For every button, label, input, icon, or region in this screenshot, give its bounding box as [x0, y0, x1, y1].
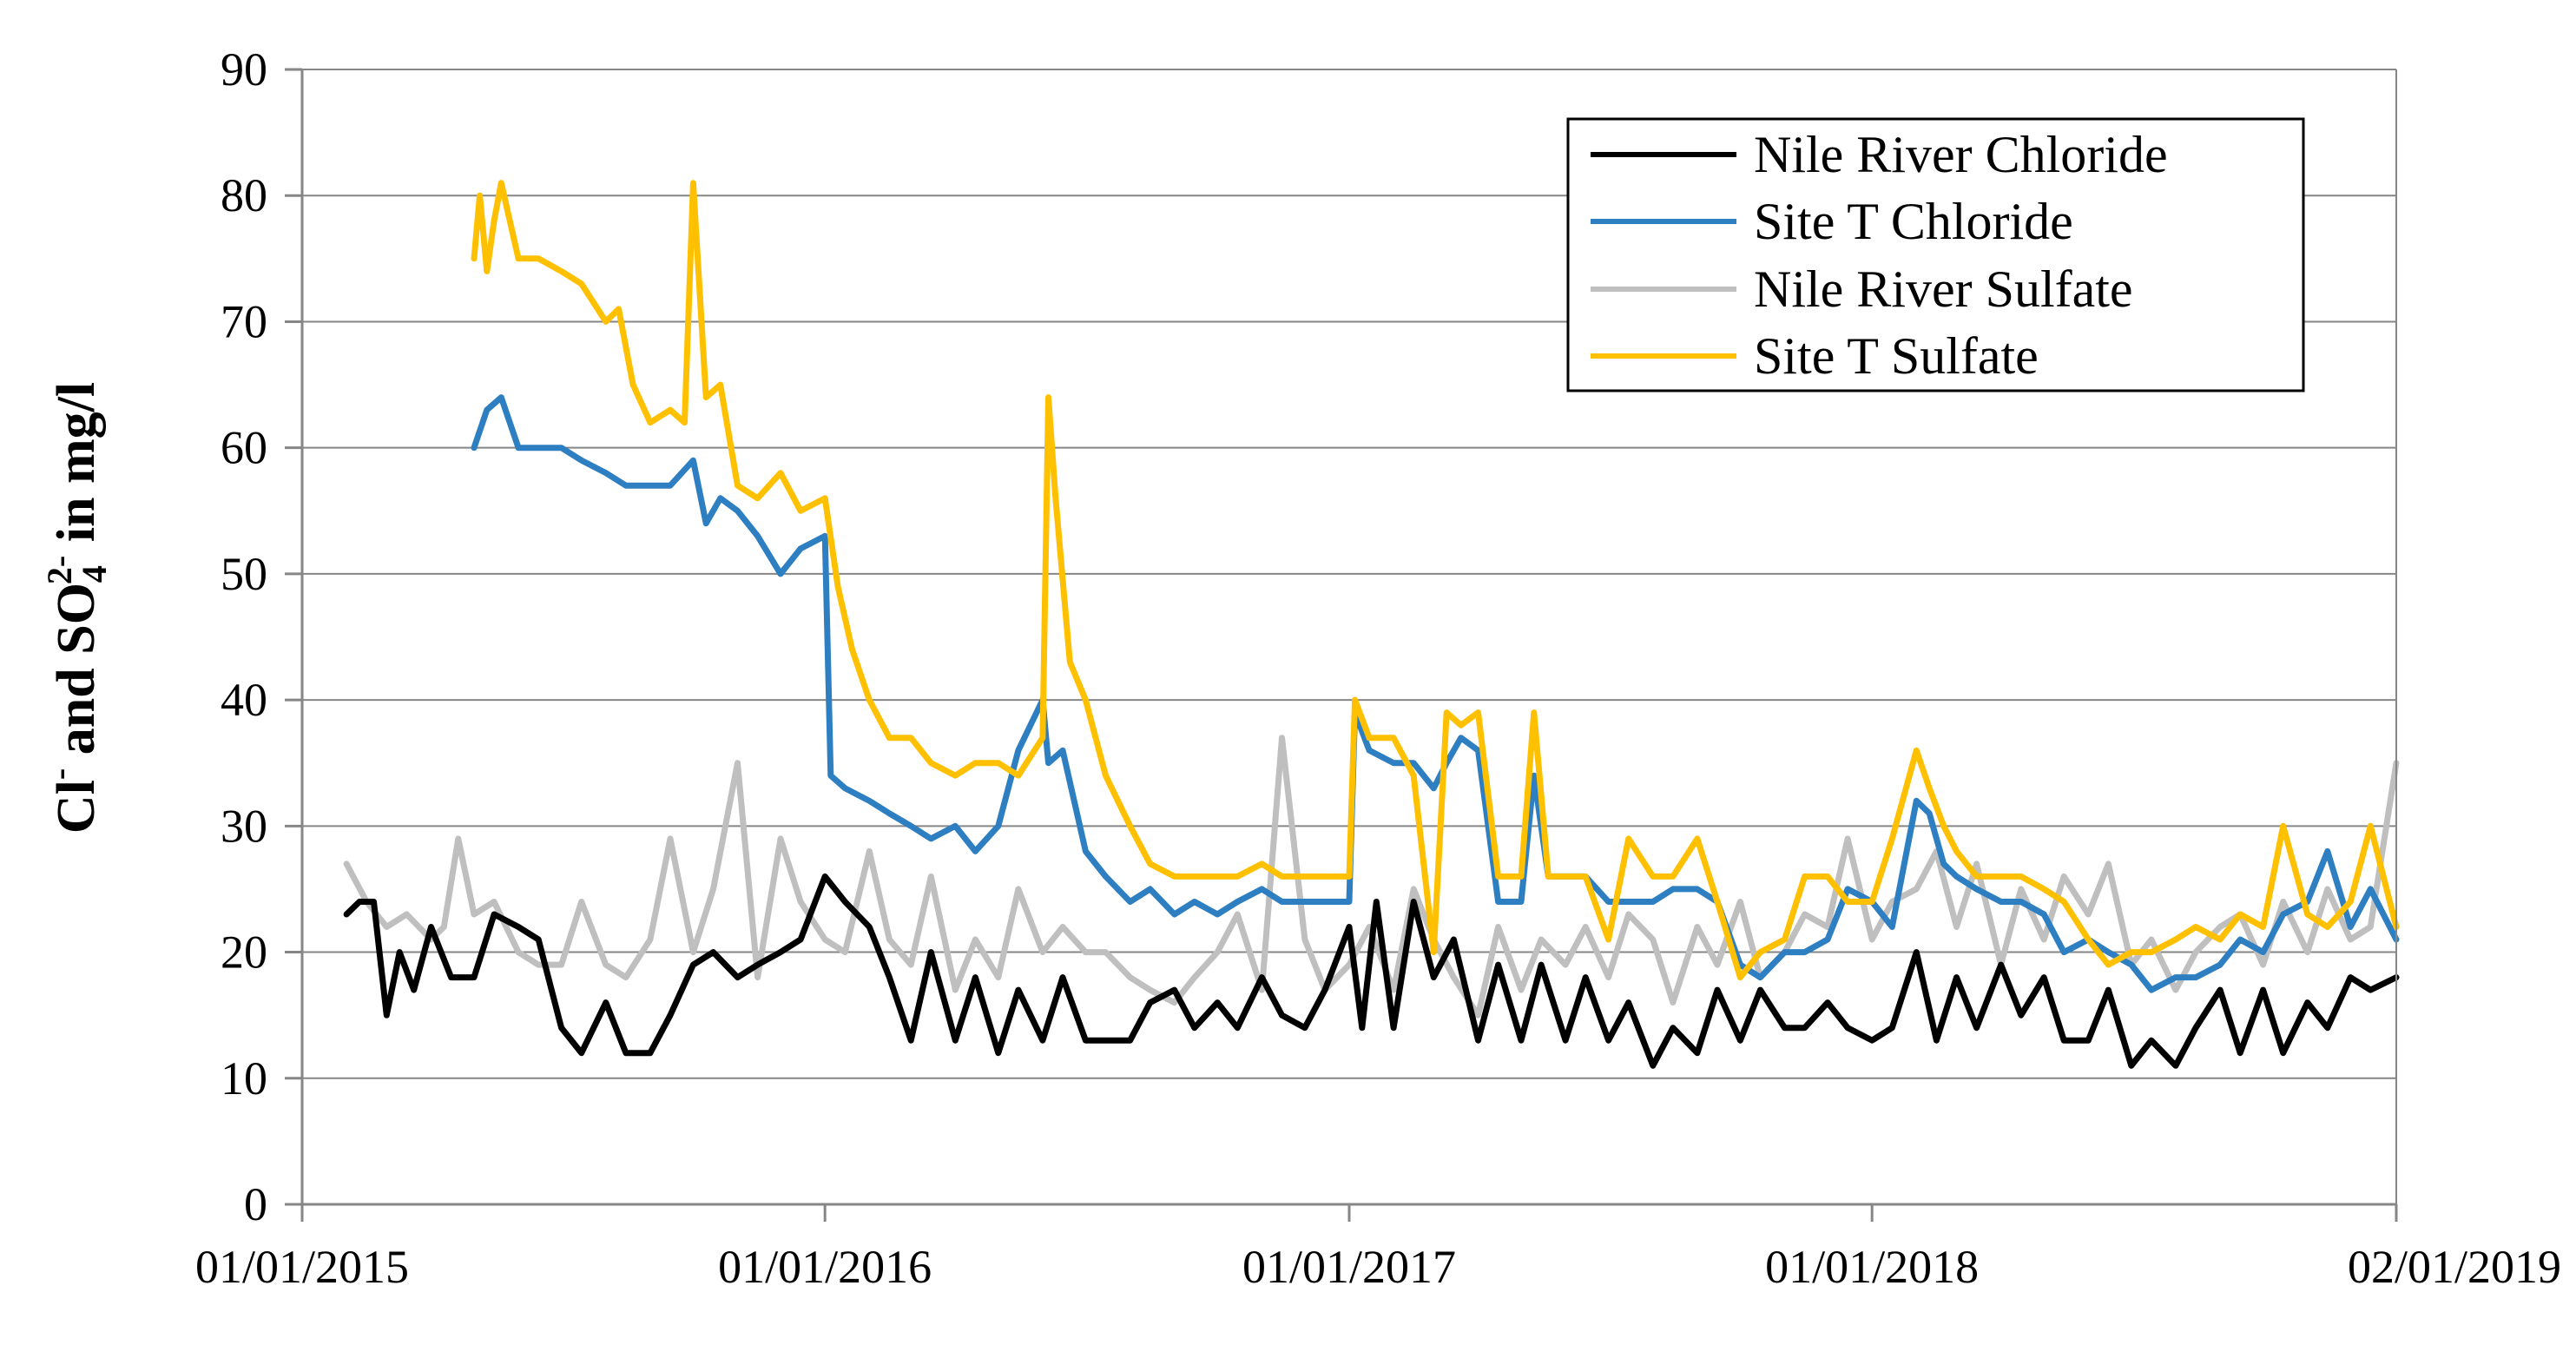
- x-tick-label: 01/01/2015: [195, 1241, 409, 1293]
- series-line-site-t-sulfate: [471, 180, 2400, 981]
- series-layer: [343, 180, 2400, 1069]
- y-axis-label: Cl- and SO42- in mg/l: [40, 382, 114, 834]
- y-tick-label: 90: [221, 43, 267, 96]
- x-tick-label: 01/01/2016: [718, 1241, 932, 1293]
- y-tick-label: 20: [221, 926, 267, 979]
- y-tick-label: 10: [221, 1052, 267, 1104]
- legend-label-site-t-chloride: Site T Chloride: [1754, 193, 2073, 250]
- legend-box: [1566, 117, 2305, 392]
- y-tick-label: 30: [221, 800, 267, 852]
- legend: Nile River Chloride Site T Chloride Nile…: [1566, 117, 2305, 392]
- series-line-nile-river-chloride: [343, 873, 2400, 1069]
- y-tick-label: 80: [221, 169, 267, 221]
- legend-label-nile-sulfate: Nile River Sulfate: [1754, 260, 2133, 318]
- x-tick-labels: 01/01/2015 01/01/2016 01/01/2017 01/01/2018…: [195, 1241, 2561, 1293]
- y-tick-label: 40: [221, 674, 267, 726]
- legend-label-nile-chloride: Nile River Chloride: [1754, 126, 2168, 183]
- x-tick-label: 02/01/2019: [2348, 1241, 2561, 1293]
- legend-label-site-t-sulfate: Site T Sulfate: [1754, 327, 2039, 385]
- y-tick-label: 0: [244, 1178, 267, 1230]
- x-tick-label: 01/01/2017: [1242, 1241, 1456, 1293]
- y-tick-labels: 0 10 20 30 40 50 60 70 80 90: [221, 43, 267, 1230]
- series-line-site-t-chloride: [471, 394, 2400, 993]
- series-line-nile-river-sulfate: [343, 735, 2400, 1019]
- y-tick-label: 70: [221, 295, 267, 347]
- axes: [285, 68, 2398, 1222]
- y-tick-label: 50: [221, 548, 267, 600]
- y-tick-label: 60: [221, 422, 267, 474]
- x-tick-label: 01/01/2018: [1765, 1241, 1979, 1293]
